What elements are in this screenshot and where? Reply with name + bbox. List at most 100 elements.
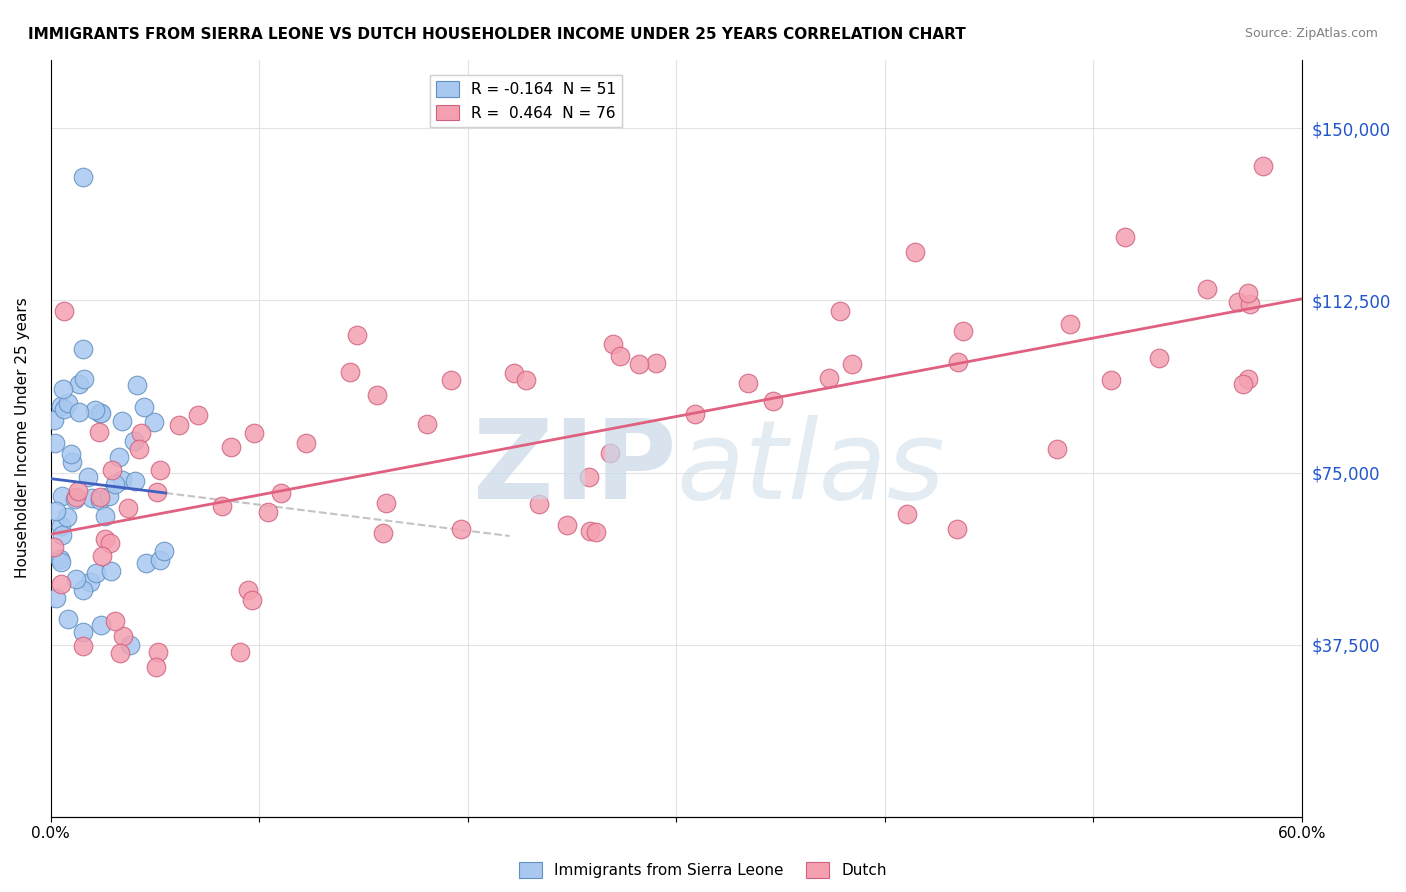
- Point: [84, 566, 107, 581]
- Point: [72, 639, 94, 653]
- Point: [51, 490, 73, 504]
- Point: [42, 413, 65, 427]
- Point: [67, 377, 90, 392]
- Point: [415, 417, 437, 431]
- Point: [737, 376, 759, 390]
- Point: [599, 445, 621, 459]
- Point: [148, 645, 170, 659]
- Point: [89, 407, 111, 421]
- Point: [585, 525, 607, 540]
- Point: [167, 418, 190, 433]
- Point: [1251, 159, 1274, 173]
- Point: [52, 303, 75, 318]
- Point: [90, 618, 112, 632]
- Point: [818, 371, 841, 385]
- Point: [49, 399, 72, 413]
- Point: [60, 455, 83, 469]
- Point: [602, 336, 624, 351]
- Point: [45, 504, 67, 518]
- Point: [89, 492, 111, 507]
- Point: [841, 357, 863, 371]
- Point: [270, 485, 292, 500]
- Point: [145, 660, 167, 674]
- Point: [56, 510, 79, 524]
- Point: [79, 575, 101, 590]
- Point: [240, 592, 263, 607]
- Point: [1099, 373, 1122, 387]
- Point: [94, 532, 117, 546]
- Point: [1195, 282, 1218, 296]
- Point: [111, 629, 134, 643]
- Point: [219, 440, 242, 454]
- Text: Source: ZipAtlas.com: Source: ZipAtlas.com: [1244, 27, 1378, 40]
- Point: [149, 462, 172, 476]
- Point: [45, 591, 67, 606]
- Point: [72, 371, 94, 385]
- Point: [946, 522, 969, 536]
- Point: [627, 357, 650, 371]
- Point: [52, 401, 75, 416]
- Point: [117, 501, 139, 516]
- Point: [211, 499, 233, 513]
- Point: [1239, 297, 1261, 311]
- Text: IMMIGRANTS FROM SIERRA LEONE VS DUTCH HOUSEHOLDER INCOME UNDER 25 YEARS CORRELAT: IMMIGRANTS FROM SIERRA LEONE VS DUTCH HO…: [28, 27, 966, 42]
- Point: [91, 549, 114, 563]
- Point: [609, 349, 631, 363]
- Point: [134, 401, 156, 415]
- Point: [100, 463, 122, 477]
- Point: [98, 489, 121, 503]
- Point: [346, 328, 368, 343]
- Point: [149, 552, 172, 566]
- Point: [65, 490, 87, 504]
- Point: [952, 324, 974, 338]
- Point: [56, 611, 79, 625]
- Point: [1059, 317, 1081, 331]
- Point: [1046, 442, 1069, 456]
- Point: [63, 492, 86, 507]
- Point: [1114, 230, 1136, 244]
- Y-axis label: Householder Income Under 25 years: Householder Income Under 25 years: [15, 298, 30, 579]
- Point: [44, 541, 66, 555]
- Point: [49, 577, 72, 591]
- Point: [1237, 372, 1260, 386]
- Point: [52, 382, 75, 396]
- Point: [90, 406, 112, 420]
- Point: [122, 434, 145, 448]
- Point: [762, 394, 785, 409]
- Point: [645, 356, 668, 370]
- Point: [49, 519, 72, 533]
- Point: [44, 436, 66, 450]
- Point: [257, 505, 280, 519]
- Point: [72, 624, 94, 639]
- Point: [100, 564, 122, 578]
- Text: atlas: atlas: [676, 415, 945, 522]
- Point: [578, 470, 600, 484]
- Point: [557, 517, 579, 532]
- Point: [65, 572, 87, 586]
- Point: [1237, 286, 1260, 301]
- Point: [373, 525, 395, 540]
- Point: [66, 483, 89, 498]
- Point: [108, 450, 131, 464]
- Point: [83, 402, 105, 417]
- Point: [72, 170, 94, 185]
- Point: [229, 644, 252, 658]
- Point: [339, 365, 361, 379]
- Point: [896, 507, 918, 521]
- Point: [152, 543, 174, 558]
- Point: [120, 638, 142, 652]
- Point: [578, 524, 600, 538]
- Point: [242, 426, 264, 441]
- Point: [72, 343, 94, 357]
- Point: [374, 496, 396, 510]
- Point: [103, 477, 125, 491]
- Point: [124, 474, 146, 488]
- Point: [904, 244, 927, 259]
- Point: [82, 491, 104, 505]
- Legend: R = -0.164  N = 51, R =  0.464  N = 76: R = -0.164 N = 51, R = 0.464 N = 76: [430, 75, 623, 127]
- Point: [527, 497, 550, 511]
- Point: [145, 484, 167, 499]
- Point: [72, 583, 94, 598]
- Point: [104, 614, 127, 628]
- Point: [87, 425, 110, 439]
